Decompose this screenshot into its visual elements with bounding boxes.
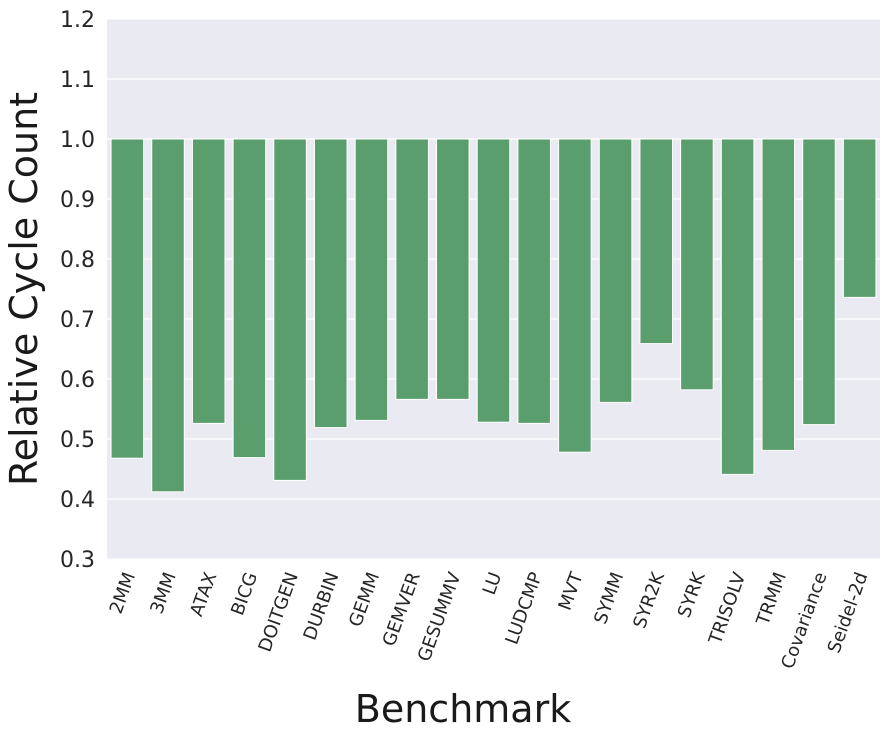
- bar-gemm: [354, 138, 389, 421]
- bar-mvt: [558, 138, 592, 453]
- x-tick-label: TRMM: [752, 570, 791, 629]
- bar-trmm: [761, 138, 796, 451]
- y-tick-label: 0.9: [60, 188, 95, 213]
- bar-atax: [191, 138, 226, 424]
- bar-syr2k: [639, 138, 674, 345]
- y-tick-label: 0.7: [60, 308, 95, 333]
- bar-gemver: [395, 138, 429, 400]
- bar-symm: [598, 138, 633, 403]
- bar-doitgen: [273, 138, 307, 481]
- x-tick-label: 3MM: [146, 570, 180, 617]
- x-tick-label: Seidel-2d: [824, 570, 873, 656]
- y-tick-label: 0.3: [60, 548, 95, 573]
- bar-syrk: [680, 138, 714, 391]
- y-tick-label: 1.1: [60, 68, 95, 93]
- x-tick-label: ATAX: [186, 570, 221, 620]
- bar-3mm: [151, 138, 185, 493]
- bar-bicg: [232, 138, 267, 459]
- y-tick-label: 1.2: [60, 8, 95, 33]
- y-tick-label: 0.8: [60, 248, 95, 273]
- y-axis-title: Relative Cycle Count: [2, 92, 46, 486]
- x-tick-label: DURBIN: [300, 570, 344, 644]
- y-tick-label: 1.0: [60, 128, 95, 153]
- bar-2mm: [110, 138, 145, 459]
- x-tick-label: SYMM: [590, 570, 628, 627]
- x-tick-label: GEMVER: [379, 570, 425, 650]
- x-tick-label: BICG: [227, 570, 262, 619]
- y-tick-label: 0.4: [60, 488, 95, 513]
- x-tick-label: TRISOLV: [705, 569, 751, 648]
- x-tick-label: SYRK: [674, 568, 710, 620]
- bar-lu: [476, 138, 511, 423]
- y-tick-label: 0.5: [60, 428, 95, 453]
- bar-gesummv: [436, 138, 470, 400]
- bars: [110, 138, 877, 493]
- x-tick-label: LUDCMP: [501, 569, 546, 647]
- y-tick-labels: 0.3 0.4 0.5 0.6 0.7 0.8 0.9 1.0 1.1 1.2: [60, 8, 95, 573]
- bar-seidel-2d: [842, 138, 877, 298]
- x-tick-label: DOITGEN: [255, 570, 303, 655]
- x-tick-label: LU: [479, 570, 506, 598]
- x-axis-title: Benchmark: [355, 687, 571, 731]
- bar-ludcmp: [517, 138, 551, 424]
- y-tick-label: 0.6: [60, 368, 95, 393]
- bar-trisolv: [720, 138, 755, 475]
- bar-covariance: [802, 138, 836, 426]
- x-tick-label: 2MM: [106, 570, 140, 617]
- bar-durbin: [313, 138, 348, 429]
- x-tick-label: GEMM: [345, 570, 384, 630]
- x-tick-label: SYR2K: [629, 568, 669, 631]
- x-tick-label: MVT: [555, 569, 588, 614]
